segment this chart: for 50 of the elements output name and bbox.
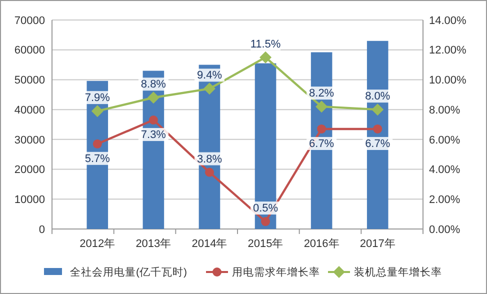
point <box>148 116 158 125</box>
point <box>317 124 326 134</box>
data-label: 3.8% <box>196 153 222 166</box>
x-tick-label: 2013年 <box>136 238 172 250</box>
y2-tick-label: 10.00% <box>429 74 467 87</box>
y2-tick-label: 2.00% <box>429 194 460 206</box>
y-tick-label: 20000 <box>14 164 45 176</box>
legend-label: 全社会用电量(亿千瓦时) <box>70 266 187 279</box>
y-tick-label: 30000 <box>14 134 45 146</box>
data-label: 0.5% <box>252 202 278 215</box>
y2-tick-label: 4.00% <box>429 164 460 176</box>
point <box>147 92 160 104</box>
legend-label: 用电需求年增长率 <box>232 266 320 279</box>
point <box>91 105 104 118</box>
point <box>372 104 384 116</box>
x-tick-label: 2017年 <box>360 238 396 250</box>
point <box>204 168 214 177</box>
y2-tick-label: 8.00% <box>429 104 460 116</box>
point <box>92 139 102 148</box>
bar <box>254 63 276 229</box>
x-tick-label: 2012年 <box>80 238 116 250</box>
x-tick-label: 2015年 <box>248 238 284 250</box>
data-label: 7.3% <box>140 129 166 142</box>
x-tick-label: 2014年 <box>192 238 228 250</box>
x-tick-label: 2016年 <box>304 238 340 250</box>
y-tick-label: 10000 <box>14 194 45 206</box>
data-label: 11.5% <box>250 38 281 50</box>
point <box>203 82 216 95</box>
y2-tick-label: 12.00% <box>429 44 467 57</box>
point <box>261 217 270 226</box>
data-label: 7.9% <box>84 92 110 104</box>
y-tick-label: 60000 <box>14 44 45 57</box>
data-label: 9.4% <box>196 70 222 82</box>
data-label: 8.0% <box>365 90 390 103</box>
y2-tick-label: 6.00% <box>429 134 460 146</box>
y-tick-label: 70000 <box>14 14 45 27</box>
y2-tick-label: 14.00% <box>429 14 467 27</box>
data-label: 5.7% <box>84 152 110 165</box>
data-label: 8.8% <box>140 78 166 91</box>
data-label: 6.7% <box>309 138 334 150</box>
point <box>373 124 382 134</box>
point <box>260 51 272 64</box>
y-tick-label: 40000 <box>14 104 45 116</box>
legend-label: 装机总量年增长率 <box>354 266 442 279</box>
point <box>316 100 328 113</box>
y-tick-label: 0 <box>38 224 45 236</box>
data-label: 6.7% <box>365 138 390 150</box>
data-label: 8.2% <box>309 88 334 100</box>
y-tick-label: 50000 <box>14 74 45 87</box>
y2-tick-label: 0.00% <box>429 224 460 236</box>
